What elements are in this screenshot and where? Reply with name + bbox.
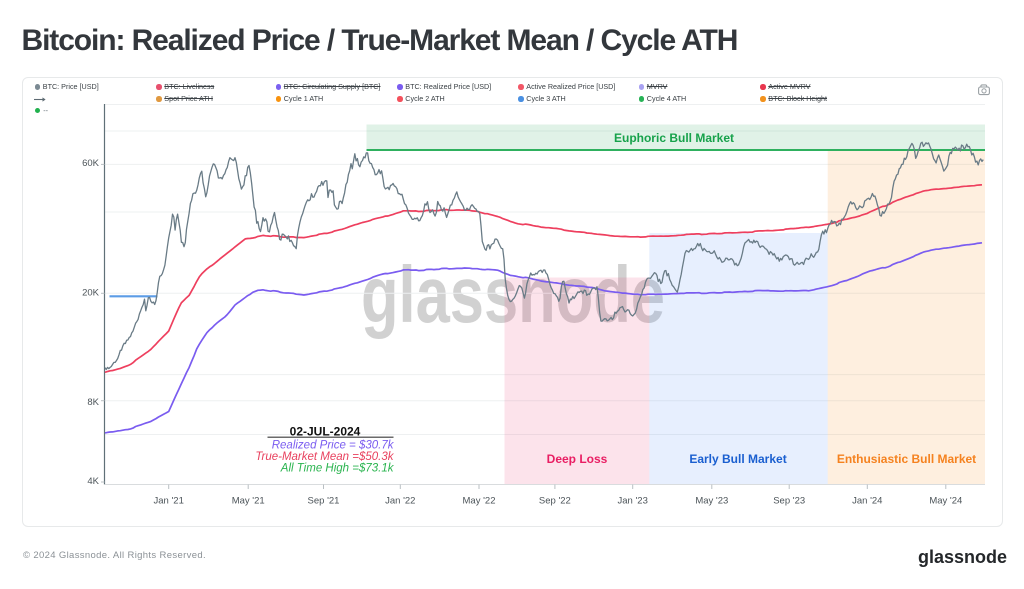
svg-text:May '21: May '21 xyxy=(232,496,265,507)
svg-text:20K: 20K xyxy=(82,288,100,299)
svg-text:glassnode: glassnode xyxy=(361,250,665,339)
svg-text:All Time High =$73.1k: All Time High =$73.1k xyxy=(280,463,395,475)
svg-text:02-JUL-2024: 02-JUL-2024 xyxy=(290,425,361,439)
svg-text:Jan '21: Jan '21 xyxy=(154,496,184,507)
svg-text:Sep '21: Sep '21 xyxy=(308,496,340,507)
svg-text:Jan '22: Jan '22 xyxy=(385,496,415,507)
svg-text:May '22: May '22 xyxy=(463,496,496,507)
svg-text:8K: 8K xyxy=(87,397,99,408)
svg-text:Euphoric Bull Market: Euphoric Bull Market xyxy=(614,131,734,145)
svg-text:Jan '23: Jan '23 xyxy=(618,496,648,507)
svg-text:Enthusiastic Bull Market: Enthusiastic Bull Market xyxy=(837,452,976,466)
svg-text:Deep Loss: Deep Loss xyxy=(547,452,608,466)
svg-text:Early Bull Market: Early Bull Market xyxy=(689,452,786,466)
svg-text:Sep '23: Sep '23 xyxy=(773,496,805,507)
svg-text:True-Market Mean =$50.3k: True-Market Mean =$50.3k xyxy=(255,451,394,463)
svg-text:May '24: May '24 xyxy=(929,496,962,507)
svg-text:May '23: May '23 xyxy=(695,496,728,507)
svg-text:Sep '22: Sep '22 xyxy=(539,496,571,507)
svg-text:Realized Price = $30.7k: Realized Price = $30.7k xyxy=(272,440,395,452)
svg-text:4K: 4K xyxy=(87,476,99,487)
svg-text:60K: 60K xyxy=(82,158,100,169)
svg-text:Jan '24: Jan '24 xyxy=(852,496,882,507)
